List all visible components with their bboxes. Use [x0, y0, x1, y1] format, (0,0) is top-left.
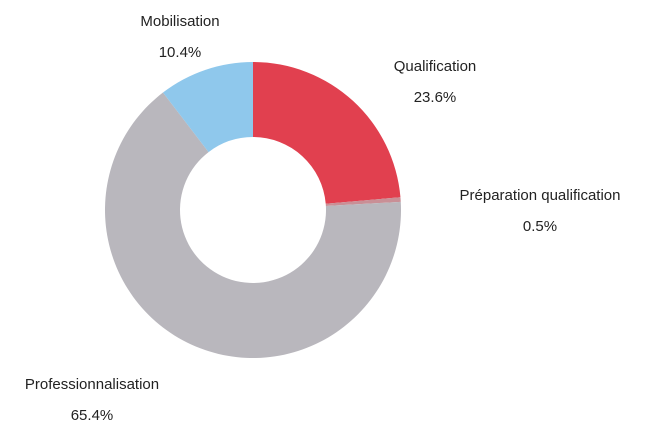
segment-label: Mobilisation	[140, 13, 219, 30]
donut-segment	[325, 197, 401, 206]
donut-segment	[253, 62, 401, 204]
segment-label: Professionnalisation	[25, 376, 159, 393]
segment-value-label: 0.5%	[523, 218, 557, 235]
segment-value-label: 23.6%	[414, 89, 457, 106]
donut-segment	[105, 92, 401, 359]
donut-segment	[162, 62, 253, 153]
segment-label: Préparation qualification	[460, 187, 621, 204]
segment-value-label: 65.4%	[71, 407, 114, 423]
segment-value-label: 10.4%	[159, 44, 202, 61]
segment-label: Qualification	[394, 58, 477, 75]
